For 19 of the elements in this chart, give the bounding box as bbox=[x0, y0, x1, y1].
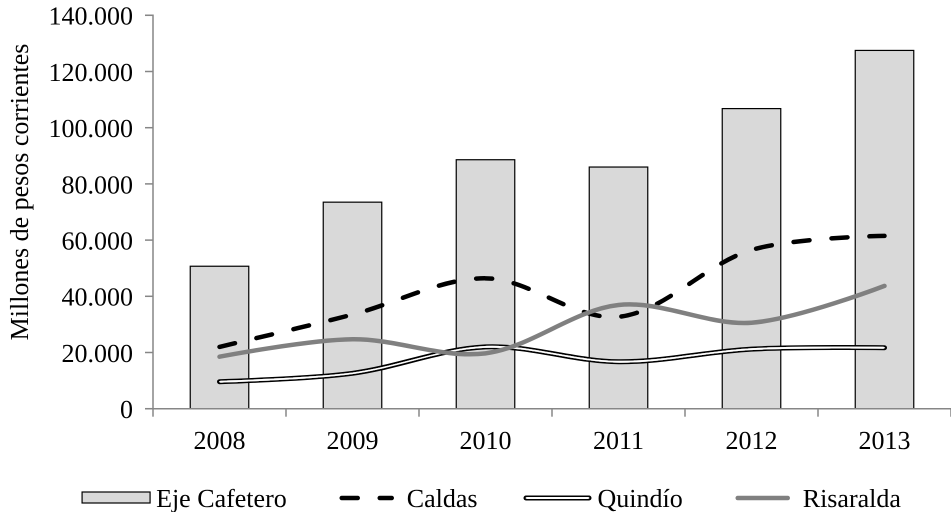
y-tick-label: 80.000 bbox=[62, 170, 133, 200]
x-tick-label: 2013 bbox=[858, 426, 910, 456]
y-axis-title: Millones de pesos corrientes bbox=[5, 44, 34, 340]
y-tick-label: 120.000 bbox=[48, 58, 133, 87]
legend-label: Caldas bbox=[406, 484, 478, 512]
y-tick-label: 40.000 bbox=[62, 282, 133, 312]
y-tick-label: 140.000 bbox=[48, 2, 133, 31]
x-tick-label: 2008 bbox=[194, 426, 246, 456]
x-tick-label: 2011 bbox=[592, 426, 644, 456]
y-tick-label: 20.000 bbox=[62, 338, 133, 368]
legend-label: Risaralda bbox=[802, 484, 902, 512]
y-tick-label: 0 bbox=[120, 395, 133, 424]
line-series bbox=[217, 284, 887, 359]
x-tick-label: 2009 bbox=[326, 426, 378, 456]
x-tick-label: 2012 bbox=[726, 426, 778, 456]
x-tick-label: 2010 bbox=[460, 426, 512, 456]
y-tick-label: 100.000 bbox=[48, 114, 133, 144]
legend-label: Quindío bbox=[598, 484, 683, 512]
y-tick-label: 60.000 bbox=[62, 226, 133, 256]
